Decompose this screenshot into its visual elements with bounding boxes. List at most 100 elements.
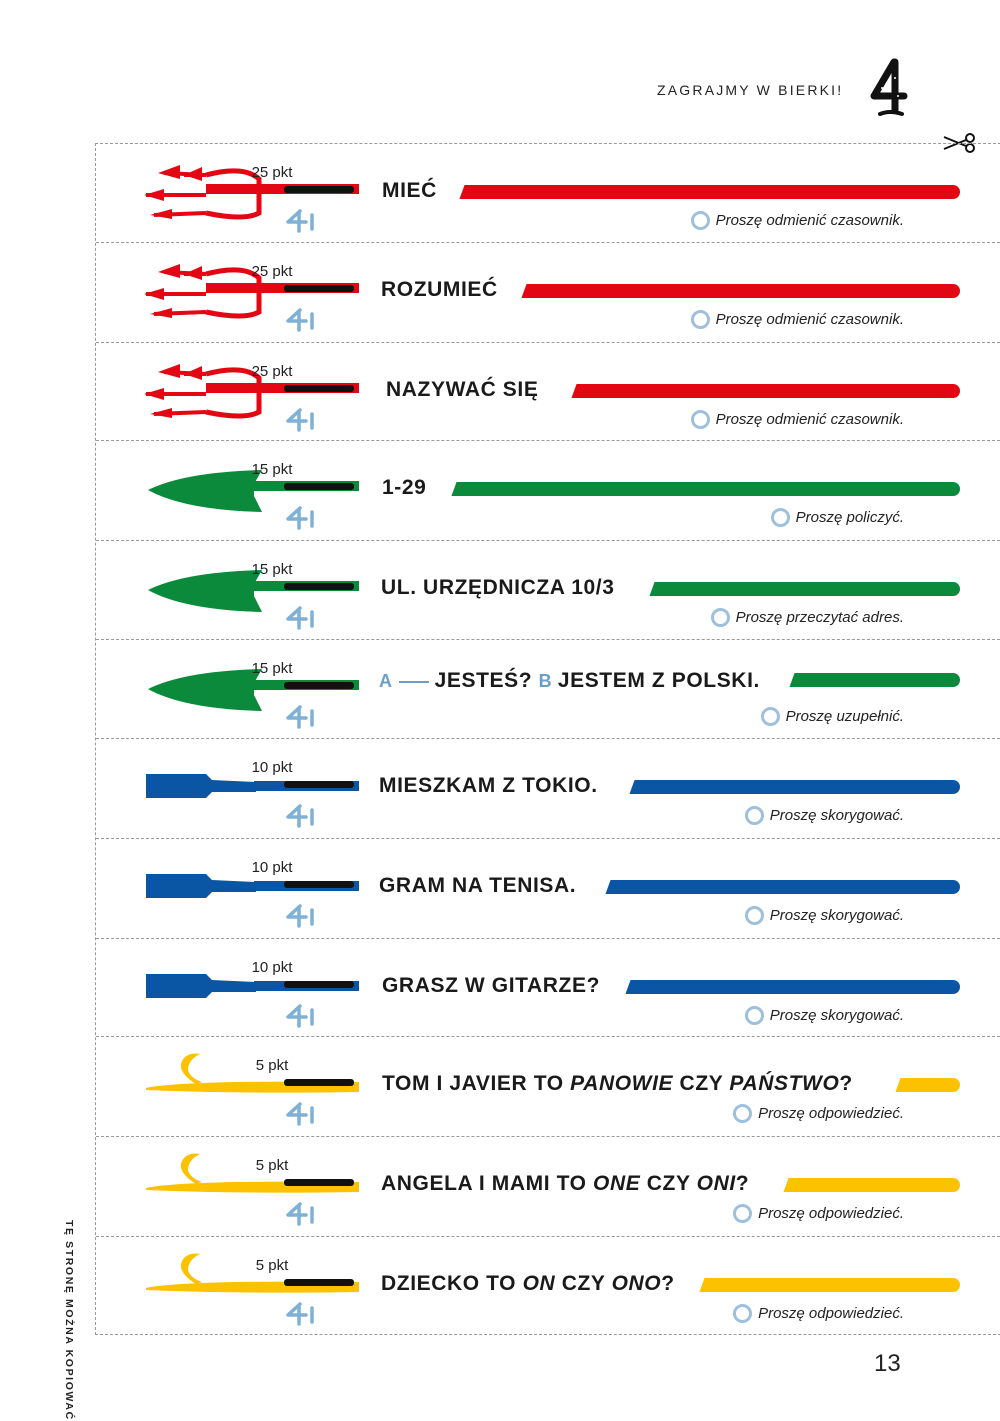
card-phrase: UL. URZĘDNICZA 10/3 [381, 576, 615, 599]
ring-icon [744, 906, 764, 925]
game-card: 10 pkt GRAM NA TENISA. Proszę skorygować. [96, 838, 1000, 939]
instruction-text: Proszę skorygować. [769, 807, 904, 824]
ring-icon [733, 1104, 753, 1123]
game-card: 15 pkt 1-29 Proszę policzyć. [96, 440, 1000, 541]
ring-icon [744, 1006, 764, 1025]
game-card: 10 pkt GRASZ W GITARZE? Proszę skorygować. [96, 938, 1000, 1037]
instruction: Proszę przeczytać adres. [710, 608, 904, 627]
phrase-part: ONI [696, 1172, 736, 1195]
speaker-a-text: JESTEŚ? [434, 669, 539, 692]
card-phrase: GRASZ W GITARZE? [382, 974, 601, 997]
card-phrase: ROZUMIEĆ [381, 278, 498, 301]
points-label: 5 pkt [255, 1257, 289, 1274]
game-card: 25 pkt MIEĆ Proszę odmienić czasownik. [96, 143, 1000, 243]
phrase-part: CZY [640, 1172, 697, 1195]
ring-icon [760, 707, 780, 726]
hook-pick-icon [146, 1253, 359, 1326]
phrase-part: ANGELA I MAMI TO [381, 1172, 594, 1195]
instruction: Proszę skorygować. [744, 906, 904, 925]
instruction: Proszę odpowiedzieć. [733, 1204, 904, 1223]
chapter-number-icon [870, 58, 908, 116]
points-label: 5 pkt [255, 1057, 289, 1074]
ring-icon [744, 806, 764, 825]
page-header-title: ZAGRAJMY W BIERKI! [657, 82, 844, 98]
game-card: 10 pkt MIESZKAM Z TOKIO. Proszę skorygować… [96, 738, 1000, 839]
stick-bar [902, 1078, 960, 1092]
blank-line [398, 681, 429, 683]
copy-permission-note: TĘ STRONĘ MOŻNA KOPIOWAĆ [63, 1220, 75, 1421]
card-phrase: MIEĆ [382, 179, 437, 202]
stick-bar [466, 185, 960, 199]
instruction: Proszę policzyć. [770, 508, 904, 527]
points-label: 15 pkt [251, 660, 293, 677]
card-phrase: ANGELA I MAMI TO ONE CZY ONI? [381, 1172, 749, 1196]
instruction-text: Proszę skorygować. [769, 1007, 904, 1024]
instruction-text: Proszę odpowiedzieć. [758, 1305, 904, 1322]
points-label: 10 pkt [251, 959, 293, 976]
game-card: 15 pkt UL. URZĘDNICZA 10/3 Proszę przeczyt… [96, 540, 1000, 640]
phrase-part: ONO [611, 1272, 662, 1295]
stick-bar [578, 384, 960, 398]
phrase-part: ONE [593, 1172, 641, 1195]
phrase-part: PAŃSTWO [729, 1072, 840, 1095]
instruction: Proszę skorygować. [744, 1006, 904, 1025]
phrase-part: PANOWIE [570, 1072, 674, 1095]
instruction: Proszę odpowiedzieć. [733, 1304, 904, 1323]
ring-icon [690, 211, 710, 230]
instruction-text: Proszę policzyć. [795, 509, 904, 526]
game-card: 15 pkt A JESTEŚ? B JESTEM Z POLSKI. Proszę … [96, 639, 1000, 739]
phrase-part: DZIECKO TO [381, 1272, 523, 1295]
points-label: 25 pkt [251, 263, 293, 280]
game-card: 5 pkt ANGELA I MAMI TO ONE CZY ONI? Proszę… [96, 1136, 1000, 1237]
stick-bar [796, 673, 960, 687]
instruction: Proszę odmienić czasownik. [690, 310, 904, 329]
card-phrase: TOM I JAVIER TO PANOWIE CZY PAŃSTWO? [382, 1072, 853, 1096]
stick-bar [636, 780, 960, 794]
stick-bar [656, 582, 960, 596]
phrase-part: ? [661, 1272, 675, 1295]
game-card: 5 pkt DZIECKO TO ON CZY ONO? Proszę odpowi… [96, 1236, 1000, 1333]
speaker-a-label: A [379, 671, 393, 691]
instruction-text: Proszę odpowiedzieć. [758, 1105, 904, 1122]
instruction-text: Proszę odpowiedzieć. [758, 1205, 904, 1222]
card-phrase: A JESTEŚ? B JESTEM Z POLSKI. [379, 669, 760, 693]
points-label: 10 pkt [251, 759, 293, 776]
speaker-b-text: JESTEM Z POLSKI. [557, 669, 760, 692]
ring-icon [710, 608, 730, 627]
points-label: 15 pkt [251, 461, 293, 478]
phrase-part: CZY [555, 1272, 612, 1295]
stick-bar [458, 482, 960, 496]
stick-bar [528, 284, 960, 298]
trident-pick-icon [144, 264, 359, 332]
points-label: 15 pkt [251, 561, 293, 578]
instruction: Proszę odmienić czasownik. [690, 211, 904, 230]
phrase-part: CZY [673, 1072, 730, 1095]
spear-pick-icon [148, 669, 359, 729]
ring-icon [733, 1204, 753, 1223]
ring-icon [770, 508, 790, 527]
game-card: 25 pkt NAZYWAĆ SIĘ Proszę odmienić czasown… [96, 342, 1000, 441]
card-phrase: GRAM NA TENISA. [379, 874, 577, 897]
ring-icon [690, 410, 710, 429]
trident-pick-icon [144, 364, 359, 432]
points-label: 25 pkt [251, 164, 293, 181]
instruction: Proszę skorygować. [744, 806, 904, 825]
stick-bar [706, 1278, 960, 1292]
game-card: 5 pkt TOM I JAVIER TO PANOWIE CZY PAŃSTWO… [96, 1036, 1000, 1137]
card-phrase: MIESZKAM Z TOKIO. [379, 774, 598, 797]
scissors-icon [943, 133, 975, 153]
instruction-text: Proszę skorygować. [769, 907, 904, 924]
game-card: 25 pkt ROZUMIEĆ Proszę odmienić czasownik. [96, 242, 1000, 343]
phrase-part: ON [522, 1272, 556, 1295]
instruction-text: Proszę odmienić czasownik. [715, 311, 904, 328]
stick-bar [632, 980, 960, 994]
page-number: 13 [874, 1350, 901, 1377]
cards-frame [95, 143, 1000, 1335]
paddle-pick-icon [146, 974, 359, 1028]
instruction-text: Proszę odmienić czasownik. [715, 212, 904, 229]
instruction-text: Proszę odmienić czasownik. [715, 411, 904, 428]
stick-bar [790, 1178, 960, 1192]
paddle-pick-icon [146, 774, 359, 828]
paddle-pick-icon [146, 874, 359, 928]
card-phrase: DZIECKO TO ON CZY ONO? [381, 1272, 675, 1296]
